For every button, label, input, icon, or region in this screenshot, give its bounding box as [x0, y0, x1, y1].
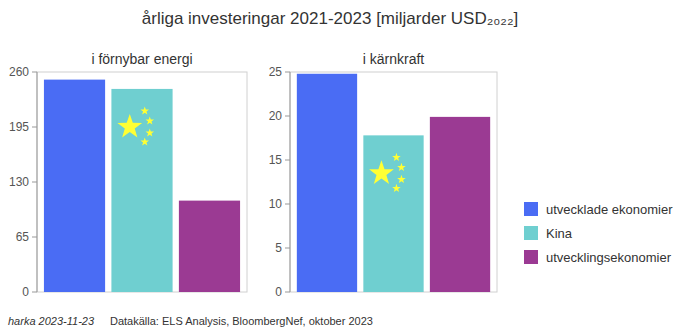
y-tick-label: 260: [9, 65, 29, 79]
y-tick: [32, 182, 37, 183]
y-tick: [285, 292, 290, 293]
bar: [363, 135, 423, 292]
y-tick-label: 5: [275, 241, 282, 255]
legend-swatch: [524, 202, 538, 216]
y-tick: [285, 160, 290, 161]
main-title: årliga investeringar 2021-2023 [miljarde…: [142, 9, 518, 28]
flag-star: [117, 114, 142, 138]
flag-star: [392, 184, 401, 192]
y-tick-label: 10: [269, 197, 283, 211]
plot-frame: [37, 72, 247, 292]
y-tick-label: 130: [9, 175, 29, 189]
y-tick: [285, 72, 290, 73]
chart-root: årliga investeringar 2021-2023 [miljarde…: [0, 0, 700, 333]
footer-source: Datakälla: ELS Analysis, BloombergNef, o…: [110, 315, 373, 327]
flag-star: [397, 175, 406, 183]
decorations: [369, 153, 406, 192]
y-tick: [32, 127, 37, 128]
y-tick-label: 0: [275, 285, 282, 299]
bars: [44, 80, 240, 292]
bar: [179, 201, 240, 292]
flag-star: [140, 106, 149, 114]
y-tick: [32, 72, 37, 73]
y-tick-label: 195: [9, 120, 29, 134]
y-tick: [285, 204, 290, 205]
y-tick-label: 65: [16, 230, 30, 244]
flag-star: [140, 137, 149, 145]
y-tick: [32, 237, 37, 238]
flag-star: [397, 163, 406, 171]
legend-label: utvecklingsekonomier: [546, 250, 672, 265]
flag-star: [369, 160, 394, 184]
y-axis-line: [37, 72, 38, 292]
legend-swatch: [524, 250, 538, 264]
legend-label: Kina: [546, 226, 573, 241]
flag-star: [145, 116, 154, 124]
flag-star: [145, 128, 154, 136]
y-tick: [32, 292, 37, 293]
footer-author: harka 2023-11-23: [8, 315, 95, 327]
y-axis-line: [290, 72, 291, 292]
y-tick: [285, 116, 290, 117]
y-tick-label: 15: [269, 153, 283, 167]
decorations: [117, 106, 154, 145]
chart-svg: årliga investeringar 2021-2023 [miljarde…: [0, 0, 700, 333]
chart-title: i kärnkraft: [363, 51, 425, 67]
plot-frame: [290, 72, 497, 292]
chart-title: i förnybar energi: [91, 51, 192, 67]
bar: [297, 74, 357, 292]
legend-label: utvecklade ekonomier: [546, 202, 673, 217]
legend-swatch: [524, 226, 538, 240]
y-tick: [285, 248, 290, 249]
y-tick-label: 0: [22, 285, 29, 299]
chart-panel: i kärnkraft 0 5 10 15 20 25: [269, 51, 497, 299]
chart-panel: i förnybar energi 0 65 130 195 260: [9, 51, 247, 299]
y-tick-label: 25: [269, 65, 283, 79]
bar: [111, 89, 172, 292]
bar: [430, 117, 490, 292]
y-tick-label: 20: [269, 109, 283, 123]
bars: [297, 74, 490, 292]
flag-star: [392, 153, 401, 161]
bar: [44, 80, 105, 292]
